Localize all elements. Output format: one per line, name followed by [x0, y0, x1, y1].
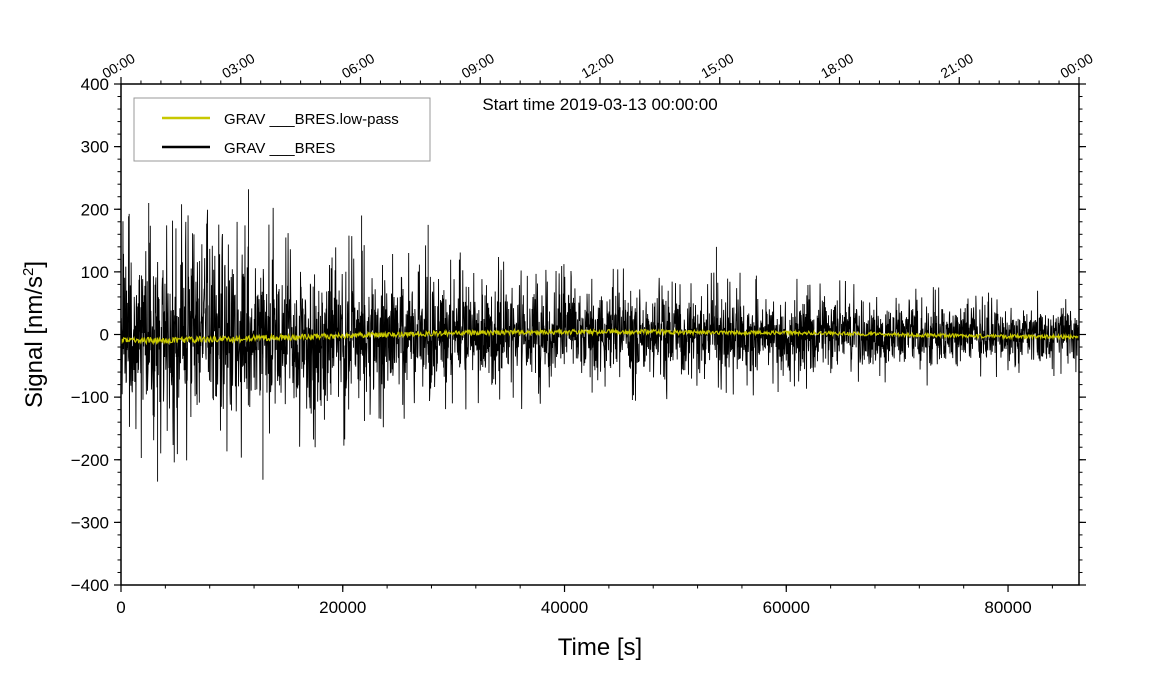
- top-tick-label: 18:00: [818, 50, 857, 81]
- y-axis-title: Signal [nm/s2]: [20, 261, 48, 408]
- y-tick-label: −200: [71, 451, 109, 470]
- x-axis-title: Time [s]: [558, 634, 642, 661]
- y-tick-label: 400: [81, 75, 109, 94]
- top-tick-label: 15:00: [698, 50, 737, 81]
- y-axis: −400 −300 −200 −100 0 100 200 300 400: [71, 75, 1086, 595]
- y-tick-label: 300: [81, 138, 109, 157]
- top-tick-label: 00:00: [1057, 50, 1096, 81]
- top-tick-label: 21:00: [938, 50, 977, 81]
- legend-label-low-pass: GRAV ___BRES.low-pass: [224, 111, 399, 128]
- x-tick-label: 40000: [541, 598, 588, 617]
- series-line-low-pass: [121, 327, 1079, 346]
- y-tick-label: −300: [71, 513, 109, 532]
- x-tick-label: 20000: [319, 598, 366, 617]
- y-axis-title-base: Signal [nm/s: [21, 276, 48, 408]
- y-axis-title-close: ]: [21, 261, 48, 268]
- y-tick-label: 0: [100, 326, 109, 345]
- y-tick-label: 100: [81, 263, 109, 282]
- legend: GRAV ___BRES.low-pass GRAV ___BRES: [133, 97, 431, 162]
- top-tick-label: 09:00: [459, 50, 498, 81]
- top-tick-label: 03:00: [219, 50, 258, 81]
- legend-label-raw: GRAV ___BRES: [224, 140, 335, 157]
- legend-box: [133, 97, 431, 162]
- y-tick-label: −400: [71, 576, 109, 595]
- series-line-raw: [121, 189, 1079, 482]
- x-tick-label: 0: [116, 598, 125, 617]
- x-tick-label: 80000: [984, 598, 1031, 617]
- top-tick-label: 12:00: [578, 50, 617, 81]
- top-tick-label: 06:00: [339, 50, 378, 81]
- y-tick-label: 200: [81, 200, 109, 219]
- top-time-axis: 00:00 03:00 06:00 09:00 12:00 15:00 18:00 21:00…: [99, 50, 1096, 84]
- x-axis: 0 20000 40000 60000 80000: [116, 585, 1053, 617]
- start-time-annotation: Start time 2019-03-13 00:00:00: [482, 95, 717, 114]
- series-layer: [121, 189, 1079, 482]
- x-tick-label: 60000: [763, 598, 810, 617]
- y-axis-title-superscript: 2: [20, 268, 37, 276]
- y-tick-label: −100: [71, 388, 109, 407]
